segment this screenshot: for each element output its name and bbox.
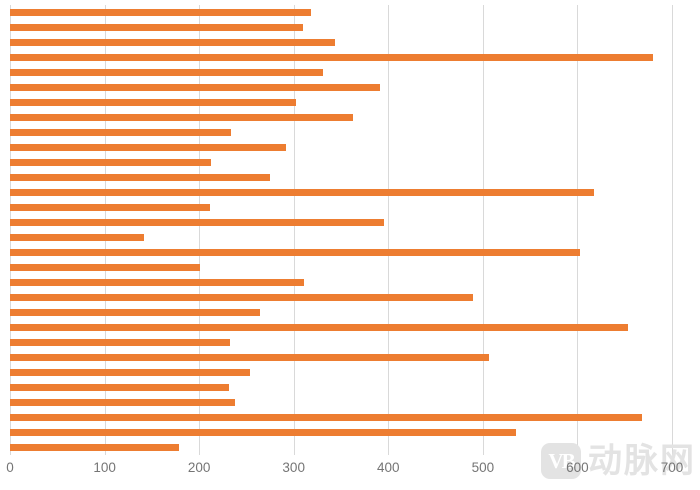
- watermark-brand-text: 动脉网: [588, 442, 696, 480]
- x-tick-label-500: 500: [471, 460, 495, 475]
- gridline-x-400: [388, 5, 390, 455]
- bar-14: [10, 204, 210, 211]
- bar-5: [10, 69, 323, 76]
- bar-24: [10, 354, 489, 361]
- bar-30: [10, 444, 180, 451]
- x-tick-label-300: 300: [282, 460, 305, 475]
- bar-6: [10, 84, 380, 91]
- gridline-x-300: [293, 5, 295, 455]
- bar-1: [10, 9, 311, 16]
- bar-20: [10, 294, 473, 301]
- bar-22: [10, 324, 628, 331]
- x-axis: 0 100 200 300 400 500 600 700: [6, 459, 683, 479]
- gridline-x-100: [104, 5, 106, 455]
- gridline-x-200: [199, 5, 201, 455]
- x-tick-label-0: 0: [6, 460, 14, 475]
- bar-2: [10, 24, 304, 31]
- vcbeat-logo-text: VB: [548, 448, 575, 473]
- bar-8: [10, 114, 354, 121]
- bar-17: [10, 249, 581, 256]
- bar-7: [10, 99, 296, 106]
- gridline-x-0: [10, 5, 11, 455]
- bar-29: [10, 429, 516, 436]
- bar-4: [10, 54, 654, 61]
- x-tick-label-400: 400: [377, 460, 400, 475]
- vcbeat-logo-icon: VB: [541, 443, 581, 479]
- bar-9: [10, 129, 232, 136]
- bar-27: [10, 399, 236, 406]
- gridline-x-600: [577, 5, 579, 455]
- bar-11: [10, 159, 212, 166]
- x-tick-label-200: 200: [187, 460, 211, 475]
- bar-19: [10, 279, 305, 286]
- bar-25: [10, 369, 251, 376]
- bar-23: [10, 339, 231, 346]
- plot-area: [10, 5, 673, 455]
- gridline-x-500: [482, 5, 484, 455]
- bar-10: [10, 144, 287, 151]
- watermark: VB 动脉网: [541, 443, 696, 479]
- bar-16: [10, 234, 145, 241]
- x-tick-label-700: 700: [660, 460, 684, 475]
- bar-28: [10, 414, 642, 421]
- x-tick-label-600: 600: [566, 460, 589, 475]
- x-tick-label-100: 100: [93, 460, 116, 475]
- bar-26: [10, 384, 229, 391]
- bar-13: [10, 189, 594, 196]
- bar-15: [10, 219, 384, 226]
- gridline-x-700: [672, 5, 673, 455]
- bar-3: [10, 39, 336, 46]
- bar-21: [10, 309, 260, 316]
- bar-18: [10, 264, 201, 271]
- bar-12: [10, 174, 271, 181]
